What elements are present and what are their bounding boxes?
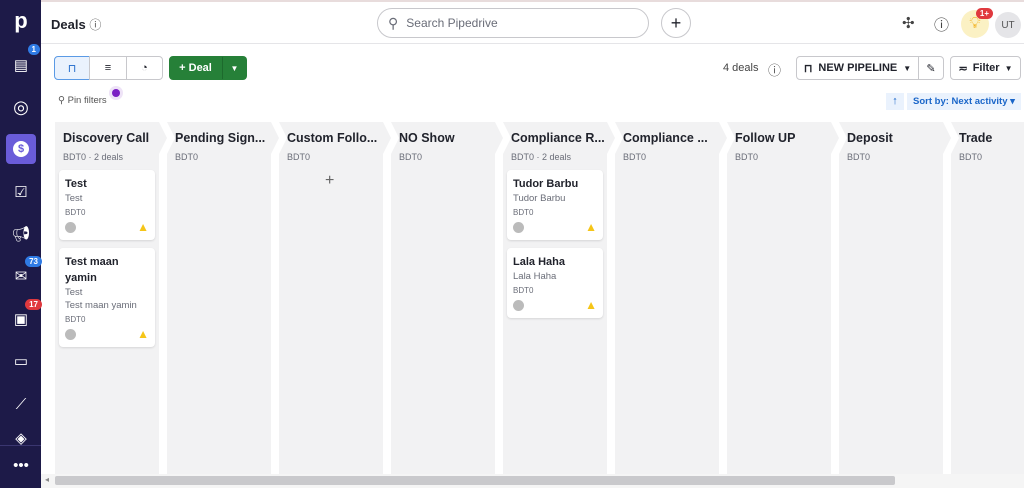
stage-column: Compliance R... BDT0 · 2 deals Tudor Barbu…	[503, 122, 615, 474]
deal-card[interactable]: Tudor Barbu Tudor Barbu BDT0 ▲	[507, 170, 603, 240]
stage-name: Custom Follo...	[287, 131, 378, 145]
stage-summary: BDT0 · 2 deals	[63, 152, 124, 162]
stage-name: Follow UP	[735, 131, 796, 145]
help-icon[interactable]: ⓘ	[934, 17, 950, 34]
deal-subtitle: Test	[65, 193, 83, 204]
stage-column: Trade BDT0	[951, 122, 1024, 474]
search-icon: ⚲	[388, 14, 399, 31]
campaigns-icon[interactable]: 📢︎	[11, 226, 31, 243]
pin-filters-button[interactable]: ⚲ Pin filters	[58, 95, 107, 106]
stage-summary: BDT0 · 2 deals	[511, 152, 572, 162]
deal-value: BDT0	[65, 315, 86, 324]
leads-badge: 1	[27, 44, 40, 55]
page-title: Deals ⓘ	[51, 17, 102, 32]
horizontal-scrollbar[interactable]: ◂	[41, 474, 1024, 488]
stage-name: Compliance ...	[623, 131, 708, 145]
deal-card[interactable]: Lala Haha Lala Haha BDT0 ▲	[507, 248, 603, 318]
warning-icon[interactable]: ▲	[137, 327, 149, 341]
calendar-badge: 17	[25, 299, 42, 310]
person-icon	[65, 328, 76, 340]
deal-subtitle: Lala Haha	[513, 271, 557, 282]
stage-summary: BDT0	[287, 152, 311, 162]
list-view-button[interactable]: ≡	[89, 56, 127, 80]
stage-summary: BDT0	[735, 152, 759, 162]
scrollbar-thumb[interactable]	[55, 476, 895, 485]
stage-column: Custom Follo... BDT0 +	[279, 122, 391, 474]
forecast-view-button[interactable]: ◔	[126, 56, 163, 80]
deal-subtitle: Tudor Barbu	[513, 193, 566, 204]
tips-icon[interactable]: 💡︎ 1+	[961, 8, 993, 38]
deal-title: Lala Haha	[513, 256, 565, 268]
stage-name: Deposit	[847, 131, 893, 145]
pin-icon: ⚲	[58, 95, 65, 106]
deal-card[interactable]: Test maan yamin Test Test maan yamin BDT0 ▲	[59, 248, 155, 347]
tips-badge: 1+	[975, 8, 993, 19]
insights-icon[interactable]: ⟋	[15, 395, 27, 413]
deal-value: BDT0	[513, 208, 534, 217]
deal-value: BDT0	[65, 208, 86, 217]
mail-icon[interactable]: ✉ 73	[6, 256, 42, 291]
warning-icon[interactable]: ▲	[137, 220, 149, 234]
person-icon	[513, 221, 524, 233]
stage-summary: BDT0	[623, 152, 647, 162]
deal-subtitle: Test maan yamin	[65, 300, 137, 311]
extensions-icon[interactable]: ✣	[902, 15, 915, 32]
stage-column: Deposit BDT0	[839, 122, 951, 474]
deal-subtitle: Test	[65, 287, 83, 298]
filter-icon: ≂	[958, 62, 968, 75]
stage-name: Trade	[959, 131, 993, 145]
add-deal-to-stage-button[interactable]: +	[325, 172, 335, 189]
deal-value: BDT0	[513, 286, 534, 295]
avatar[interactable]: UT	[995, 12, 1021, 38]
sidebar: p ▤ 1 ◎ $ ☑ 📢︎ ✉ 73 ▣ 17 ▭ ⟋ ◈ •••	[0, 0, 42, 488]
deals-icon[interactable]: $	[6, 134, 36, 164]
leads-inbox-icon[interactable]: ▤ 1	[6, 44, 40, 80]
deal-title: Tudor Barbu	[513, 178, 579, 190]
pipedrive-logo[interactable]: p	[14, 8, 28, 33]
pipeline-view-button[interactable]: ⊓	[54, 56, 90, 80]
deal-card[interactable]: Test Test BDT0 ▲	[59, 170, 155, 240]
quick-add-button[interactable]: +	[661, 8, 691, 38]
warning-icon[interactable]: ▲	[585, 298, 597, 312]
search-input[interactable]: ⚲ Search Pipedrive	[377, 8, 649, 38]
filter-button[interactable]: ≂ Filter ▼	[950, 56, 1021, 80]
sort-direction-button[interactable]: ↑	[886, 93, 904, 110]
stage-column: Compliance ... BDT0	[615, 122, 727, 474]
person-icon	[65, 221, 76, 233]
stage-column: Discovery Call BDT0 · 2 deals Test Test BDT0…	[55, 122, 167, 474]
activities-icon[interactable]: ☑	[14, 184, 28, 201]
deals-info-icon[interactable]: ⓘ	[768, 63, 782, 78]
info-icon[interactable]: ⓘ	[89, 18, 102, 32]
stage-column: Follow UP BDT0	[727, 122, 839, 474]
deal-title: Test	[65, 178, 87, 190]
stage-column: Pending Sign... BDT0	[167, 122, 279, 474]
products-icon[interactable]: ◈	[15, 430, 27, 446]
stage-name: NO Show	[399, 131, 455, 145]
sort-select[interactable]: Sort by: Next activity ▾	[907, 93, 1021, 110]
stage-name: Compliance R...	[511, 131, 605, 145]
pipeline-select[interactable]: ⊓ NEW PIPELINE ▼	[796, 56, 919, 80]
stage-summary: BDT0	[847, 152, 871, 162]
target-icon[interactable]: ◎	[13, 96, 29, 117]
add-deal-dropdown[interactable]: ▼	[222, 56, 247, 80]
stage-name: Pending Sign...	[175, 131, 266, 145]
stage-name: Discovery Call	[63, 131, 150, 145]
more-icon[interactable]: •••	[13, 456, 29, 474]
stage-summary: BDT0	[399, 152, 423, 162]
top-bar: Deals ⓘ ⚲ Search Pipedrive + ✣ ⓘ 💡︎ 1+ UT	[41, 0, 1024, 44]
stage-column: NO Show BDT0	[391, 122, 503, 474]
warning-icon[interactable]: ▲	[585, 220, 597, 234]
stage-summary: BDT0	[175, 152, 199, 162]
deal-title: Test maan yamin	[65, 256, 119, 284]
add-deal-button[interactable]: + Deal	[169, 56, 222, 80]
notification-dot	[112, 89, 120, 97]
deals-count: 4 deals	[723, 62, 759, 74]
person-icon	[513, 299, 524, 311]
contacts-icon[interactable]: ▭	[13, 353, 29, 370]
mail-badge: 73	[25, 256, 42, 267]
edit-pipeline-button[interactable]: ✎	[918, 56, 944, 80]
stage-summary: BDT0	[959, 152, 983, 162]
calendar-icon[interactable]: ▣ 17	[6, 299, 42, 334]
pipeline-icon: ⊓	[803, 62, 813, 75]
